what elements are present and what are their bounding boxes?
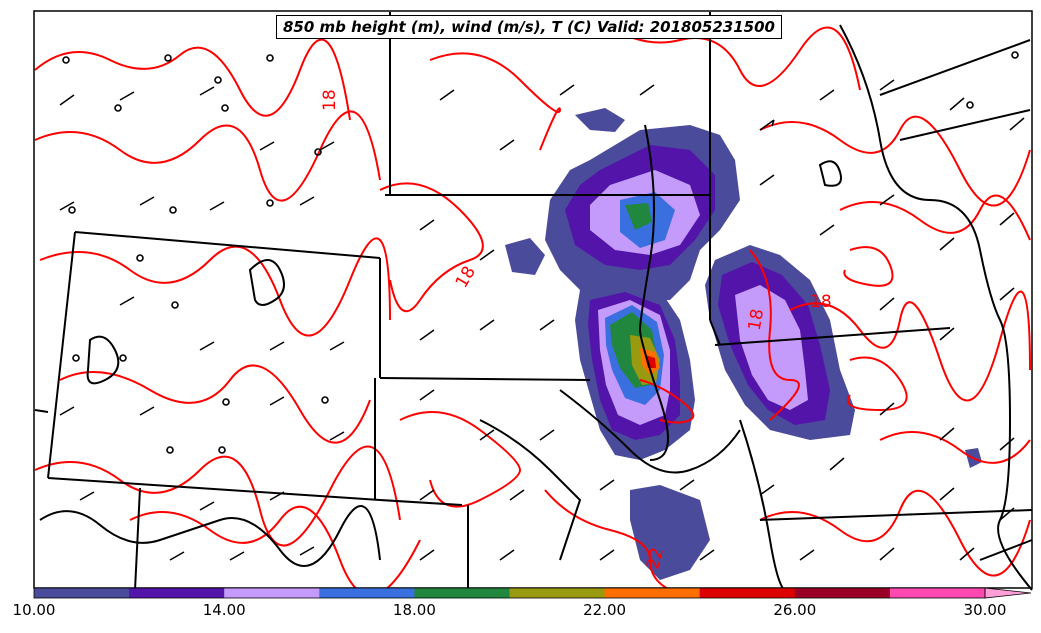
reflectivity-fill xyxy=(505,108,982,580)
colorbar-tick-label: 18.00 xyxy=(392,601,436,619)
colorbar-extend-arrow xyxy=(984,587,1032,599)
calm-wind-markers xyxy=(62,51,1019,454)
colorbar-tick-label: 10.00 xyxy=(12,601,56,619)
height-contours xyxy=(39,160,842,567)
colorbar-bin xyxy=(224,588,320,598)
isotherm-label: 18 xyxy=(320,89,340,111)
colorbar-bin xyxy=(414,588,510,598)
colorbar-bin xyxy=(699,588,796,598)
isotherm-label: 18 xyxy=(452,263,480,292)
colorbar-tick-label: 22.00 xyxy=(583,601,627,619)
isotherm-label: 18 xyxy=(810,292,832,312)
map-frame xyxy=(33,10,1033,589)
wind-barbs xyxy=(59,79,1025,561)
isotherm-label: 18 xyxy=(745,307,768,332)
colorbar-outline xyxy=(33,587,986,599)
state-borders xyxy=(34,12,1033,593)
colorbar-bin xyxy=(319,588,415,598)
colorbar-bin xyxy=(129,588,225,598)
colorbar-bin xyxy=(34,588,130,598)
colorbar-tick-label: 14.00 xyxy=(202,601,246,619)
colorbar-tick-label: 26.00 xyxy=(773,601,817,619)
colorbar-bin xyxy=(509,588,606,598)
colorbar-bin xyxy=(889,588,986,598)
colorbar-bin xyxy=(794,588,891,598)
colorbar-bin xyxy=(604,588,701,598)
colorbar-tick-label: 30.00 xyxy=(963,601,1007,619)
map-title: 850 mb height (m), wind (m/s), T (C) Val… xyxy=(276,15,782,39)
colorbar xyxy=(33,587,1032,599)
isotherm-contours xyxy=(34,19,1031,597)
